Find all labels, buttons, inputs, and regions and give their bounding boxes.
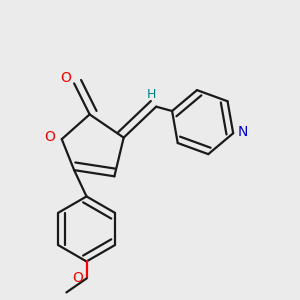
Text: N: N xyxy=(237,125,248,139)
Text: O: O xyxy=(60,71,71,85)
Text: H: H xyxy=(147,88,156,101)
Text: O: O xyxy=(45,130,56,144)
Text: O: O xyxy=(72,272,83,286)
